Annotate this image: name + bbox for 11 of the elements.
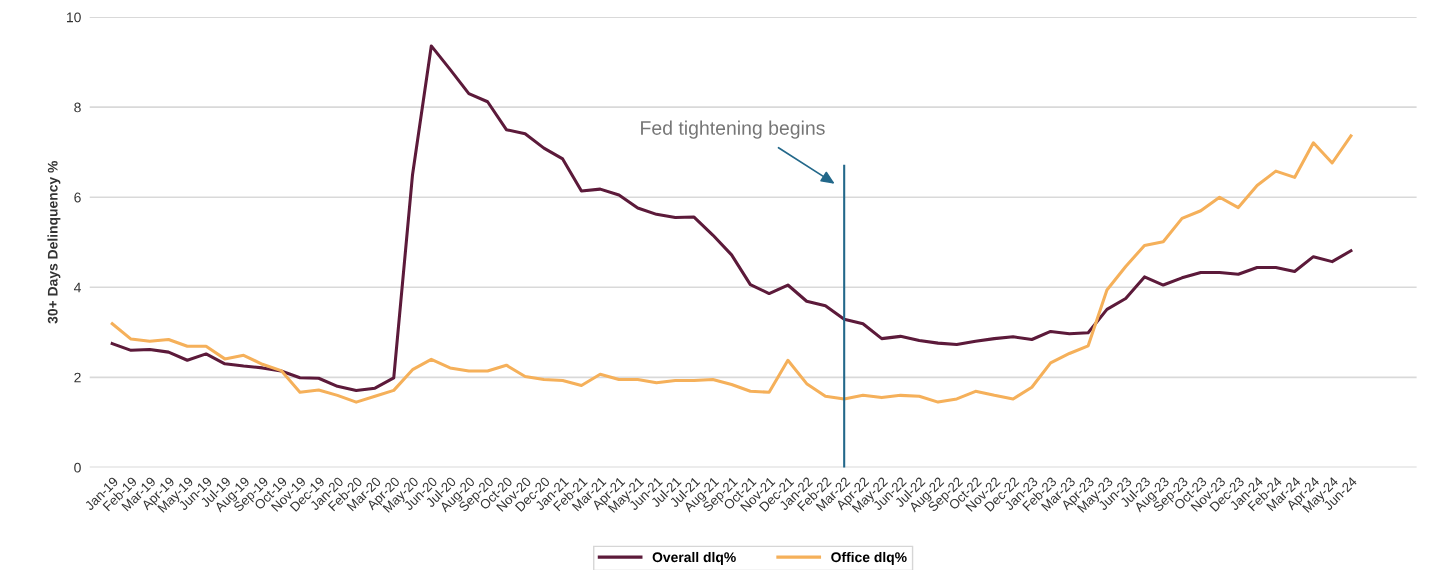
legend-label: Office dlq% bbox=[831, 551, 907, 565]
y-tick-label: 10 bbox=[66, 12, 81, 23]
y-tick-label: 8 bbox=[74, 102, 81, 113]
line-series bbox=[110, 44, 1353, 392]
y-tick-label: 6 bbox=[74, 192, 81, 203]
y-axis-title: 30+ Days Delinquency % bbox=[47, 160, 61, 324]
ref-line-label: Fed tightening begins bbox=[641, 120, 825, 139]
y-tick-label: 4 bbox=[73, 282, 81, 293]
y-tick-label: 0 bbox=[74, 462, 81, 473]
legend-label: Overall dlq% bbox=[652, 551, 736, 565]
y-tick-label: 2 bbox=[74, 372, 81, 383]
